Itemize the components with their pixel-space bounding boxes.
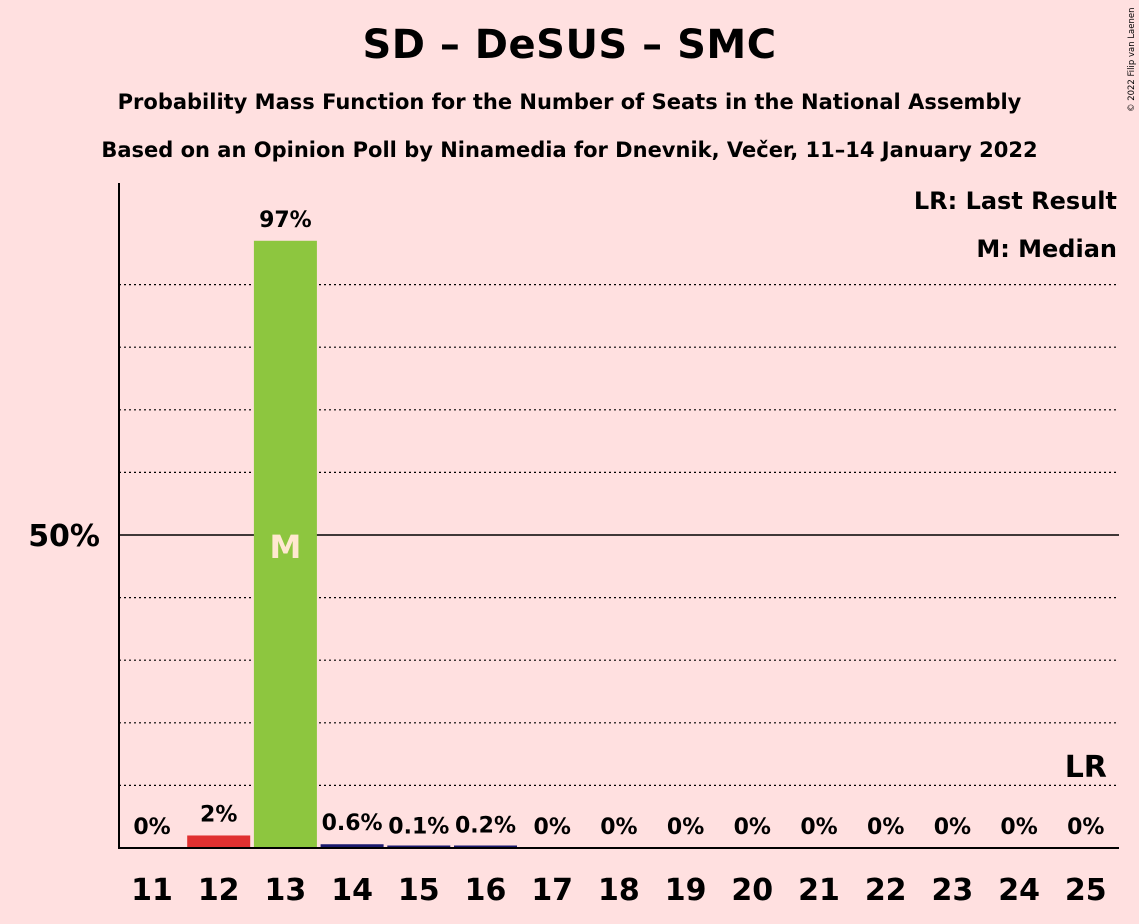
x-tick-label: 15 (398, 873, 440, 908)
x-tick-label: 21 (798, 873, 840, 908)
bar-value-label: 2% (200, 802, 237, 827)
bar (320, 844, 384, 848)
bar (253, 240, 317, 848)
x-tick-label: 24 (998, 873, 1040, 908)
bar-value-label: 97% (259, 208, 312, 233)
y-tick-label: 50% (28, 519, 100, 554)
legend-last-result: LR: Last Result (914, 187, 1117, 215)
bar-value-label: 0% (667, 815, 704, 840)
x-tick-label: 18 (598, 873, 640, 908)
bar (387, 845, 451, 848)
bar-value-label: 0.6% (322, 811, 383, 836)
x-tick-label: 22 (865, 873, 907, 908)
x-tick-label: 14 (331, 873, 373, 908)
x-tick-label: 13 (265, 873, 307, 908)
x-tick-label: 12 (198, 873, 240, 908)
bar-value-label: 0% (734, 815, 771, 840)
median-marker: M (269, 528, 301, 566)
chart-title: SD – DeSUS – SMC (362, 22, 777, 68)
bar-value-label: 0% (600, 815, 637, 840)
bar-value-label: 0% (534, 815, 571, 840)
bar-value-label: 0% (1000, 815, 1037, 840)
bar-value-label: 0% (133, 815, 170, 840)
chart-subtitle: Probability Mass Function for the Number… (117, 90, 1022, 114)
legend-median: M: Median (976, 235, 1117, 263)
chart-source: Based on an Opinion Poll by Ninamedia fo… (101, 138, 1038, 162)
last-result-marker: LR (1065, 750, 1107, 785)
x-tick-label: 11 (131, 873, 173, 908)
x-tick-label: 25 (1065, 873, 1107, 908)
x-tick-label: 19 (665, 873, 707, 908)
x-tick-label: 16 (465, 873, 507, 908)
bar (187, 835, 251, 848)
bar-value-label: 0.2% (455, 814, 516, 839)
bar-value-label: 0% (1067, 815, 1104, 840)
x-tick-label: 17 (531, 873, 573, 908)
bar-value-label: 0.1% (388, 814, 449, 839)
bar (454, 845, 517, 848)
bar-value-label: 0% (800, 815, 837, 840)
x-tick-label: 23 (932, 873, 974, 908)
bar-value-label: 0% (934, 815, 971, 840)
x-tick-label: 20 (731, 873, 773, 908)
bar-value-label: 0% (867, 815, 904, 840)
